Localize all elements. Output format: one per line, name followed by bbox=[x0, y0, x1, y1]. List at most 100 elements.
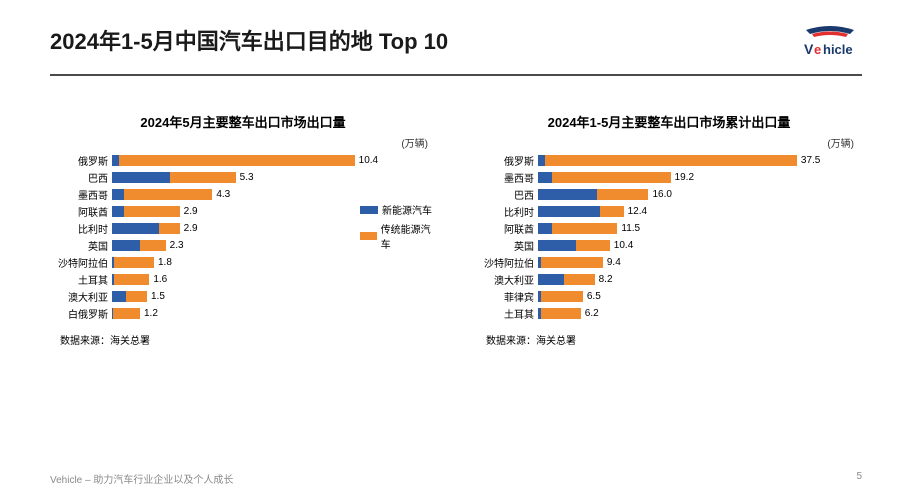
svg-text:V: V bbox=[804, 41, 814, 57]
bar-wrap: 11.5 bbox=[538, 220, 862, 237]
bar-segment-ice bbox=[170, 172, 235, 183]
bar-row: 白俄罗斯 1.2 bbox=[50, 305, 436, 322]
category-label: 英国 bbox=[476, 238, 538, 253]
bar-value: 1.5 bbox=[151, 291, 165, 302]
bar-value: 6.5 bbox=[587, 291, 601, 302]
chart-may-title: 2024年5月主要整车出口市场出口量 bbox=[50, 112, 436, 131]
category-label: 比利时 bbox=[476, 204, 538, 219]
bar-value: 4.3 bbox=[216, 189, 230, 200]
bar-wrap: 16.0 bbox=[538, 186, 862, 203]
footer: Vehicle – 助力汽车行业企业以及个人成长 5 bbox=[50, 471, 862, 486]
bar-row: 俄罗斯37.5 bbox=[476, 152, 862, 169]
bar-value: 1.2 bbox=[144, 308, 158, 319]
footer-text: Vehicle – 助力汽车行业企业以及个人成长 bbox=[50, 471, 233, 486]
bar-wrap: 10.4 bbox=[112, 152, 436, 169]
chart-ytd-source: 数据来源：海关总署 bbox=[476, 332, 862, 347]
bar-row: 俄罗斯 10.4 bbox=[50, 152, 436, 169]
bar-segment-nev bbox=[112, 223, 159, 234]
bar-row: 澳大利亚 1.5 bbox=[50, 288, 436, 305]
category-label: 俄罗斯 bbox=[476, 153, 538, 168]
legend-swatch bbox=[360, 206, 378, 214]
legend-item: 传统能源汽车 bbox=[360, 221, 436, 251]
chart-ytd: 2024年1-5月主要整车出口市场累计出口量 (万辆) 俄罗斯37.5墨西哥19… bbox=[476, 112, 862, 347]
bar-segment-nev bbox=[112, 206, 124, 217]
bar-segment-ice bbox=[552, 172, 671, 183]
bar-segment-ice bbox=[124, 189, 213, 200]
bar-wrap: 10.4 bbox=[538, 237, 862, 254]
bar-value: 6.2 bbox=[585, 308, 599, 319]
bar-wrap: 6.5 bbox=[538, 288, 862, 305]
category-label: 沙特阿拉伯 bbox=[50, 255, 112, 270]
category-label: 菲律宾 bbox=[476, 289, 538, 304]
bar-row: 土耳其 6.2 bbox=[476, 305, 862, 322]
bar-value: 9.4 bbox=[607, 257, 621, 268]
bar-value: 19.2 bbox=[675, 172, 694, 183]
bar-segment-ice bbox=[159, 223, 180, 234]
chart-may-unit: (万辆) bbox=[50, 135, 436, 150]
bar-segment-ice bbox=[124, 206, 180, 217]
bar-row: 阿联酋11.5 bbox=[476, 220, 862, 237]
bar-value: 11.5 bbox=[621, 223, 640, 234]
bar-wrap: 1.5 bbox=[112, 288, 436, 305]
category-label: 比利时 bbox=[50, 221, 112, 236]
bar-row: 巴西16.0 bbox=[476, 186, 862, 203]
bar-segment-ice bbox=[114, 257, 154, 268]
bar-row: 澳大利亚 8.2 bbox=[476, 271, 862, 288]
bar-segment-ice bbox=[140, 240, 166, 251]
chart-ytd-bars: 俄罗斯37.5墨西哥19.2巴西16.0比利时 12.4 阿联酋11.5英国 10.4… bbox=[476, 152, 862, 322]
bar-value: 8.2 bbox=[599, 274, 613, 285]
bar-row: 土耳其1.6 bbox=[50, 271, 436, 288]
bar-value: 10.4 bbox=[359, 155, 378, 166]
bar-wrap: 4.3 bbox=[112, 186, 436, 203]
bar-segment-ice bbox=[600, 206, 623, 217]
category-label: 沙特阿拉伯 bbox=[476, 255, 538, 270]
bar-segment-nev bbox=[112, 189, 124, 200]
chart-ytd-title: 2024年1-5月主要整车出口市场累计出口量 bbox=[476, 112, 862, 131]
chart-may-source: 数据来源：海关总署 bbox=[50, 332, 436, 347]
category-label: 土耳其 bbox=[476, 306, 538, 321]
bar-segment-ice bbox=[552, 223, 618, 234]
page-number: 5 bbox=[856, 471, 862, 486]
bar-value: 5.3 bbox=[240, 172, 254, 183]
bar-wrap: 19.2 bbox=[538, 169, 862, 186]
bar-segment-ice bbox=[564, 274, 594, 285]
category-label: 白俄罗斯 bbox=[50, 306, 112, 321]
bar-segment-nev bbox=[112, 172, 170, 183]
bar-segment-nev bbox=[112, 240, 140, 251]
bar-segment-nev bbox=[538, 189, 597, 200]
chart-ytd-unit: (万辆) bbox=[476, 135, 862, 150]
bar-wrap: 9.4 bbox=[538, 254, 862, 271]
category-label: 俄罗斯 bbox=[50, 153, 112, 168]
bar-segment-nev bbox=[538, 155, 545, 166]
bar-segment-ice bbox=[119, 155, 355, 166]
category-label: 巴西 bbox=[50, 170, 112, 185]
page-title: 2024年1-5月中国汽车出口目的地 Top 10 bbox=[50, 24, 448, 56]
bar-wrap: 1.2 bbox=[112, 305, 436, 322]
bar-segment-nev bbox=[538, 206, 600, 217]
bar-wrap: 6.2 bbox=[538, 305, 862, 322]
category-label: 土耳其 bbox=[50, 272, 112, 287]
bar-value: 16.0 bbox=[652, 189, 671, 200]
bar-wrap: 8.2 bbox=[538, 271, 862, 288]
bar-segment-ice bbox=[126, 291, 147, 302]
bar-segment-ice bbox=[597, 189, 649, 200]
category-label: 澳大利亚 bbox=[50, 289, 112, 304]
vehicle-logo: V e hicle bbox=[798, 24, 862, 60]
bar-value: 12.4 bbox=[628, 206, 647, 217]
category-label: 英国 bbox=[50, 238, 112, 253]
bar-wrap: 5.3 bbox=[112, 169, 436, 186]
bar-value: 2.3 bbox=[170, 240, 184, 251]
category-label: 墨西哥 bbox=[50, 187, 112, 202]
svg-text:hicle: hicle bbox=[823, 42, 853, 57]
bar-row: 沙特阿拉伯1.8 bbox=[50, 254, 436, 271]
bar-segment-nev bbox=[112, 291, 126, 302]
bar-segment-ice bbox=[541, 291, 582, 302]
bar-wrap: 37.5 bbox=[538, 152, 862, 169]
bar-value: 10.4 bbox=[614, 240, 633, 251]
svg-text:e: e bbox=[814, 42, 821, 57]
bar-segment-ice bbox=[576, 240, 610, 251]
category-label: 澳大利亚 bbox=[476, 272, 538, 287]
bar-row: 墨西哥19.2 bbox=[476, 169, 862, 186]
bar-row: 沙特阿拉伯 9.4 bbox=[476, 254, 862, 271]
bar-segment-nev bbox=[538, 274, 564, 285]
